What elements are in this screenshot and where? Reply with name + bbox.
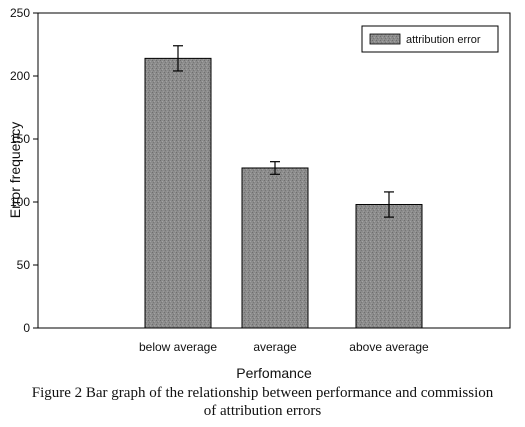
y-tick-label: 100 (10, 195, 30, 209)
bar-chart: 0 50 100 150 200 250 below average average abov… (7, 6, 511, 381)
error-bar (173, 45, 183, 72)
y-tick-label: 200 (10, 69, 30, 83)
x-tick-label: below average (139, 340, 217, 354)
figure-caption: Figure 2 Bar graph of the relationship b… (0, 384, 525, 420)
bar (144, 57, 212, 329)
y-tick-label: 50 (17, 258, 31, 272)
x-axis-label: Perfomance (236, 365, 312, 381)
y-axis: 0 50 100 150 200 250 (10, 6, 38, 335)
y-tick-label: 150 (10, 132, 30, 146)
x-axis: below average average above average (139, 340, 429, 354)
x-tick-label: average (253, 340, 297, 354)
error-bar (384, 191, 394, 218)
bar (355, 204, 423, 329)
legend-swatch (369, 33, 401, 45)
x-tick-label: above average (349, 340, 429, 354)
bars (144, 45, 423, 329)
bar (241, 167, 309, 329)
y-tick-label: 250 (10, 6, 30, 20)
y-axis-label: Error frequency (7, 122, 23, 218)
y-tick-label: 0 (23, 321, 30, 335)
caption-line-1: Figure 2 Bar graph of the relationship b… (31, 385, 494, 401)
legend: attribution error (361, 25, 499, 53)
legend-label: attribution error (406, 34, 481, 46)
error-bar (270, 161, 280, 175)
caption-line-2: of attribution errors (203, 403, 322, 419)
